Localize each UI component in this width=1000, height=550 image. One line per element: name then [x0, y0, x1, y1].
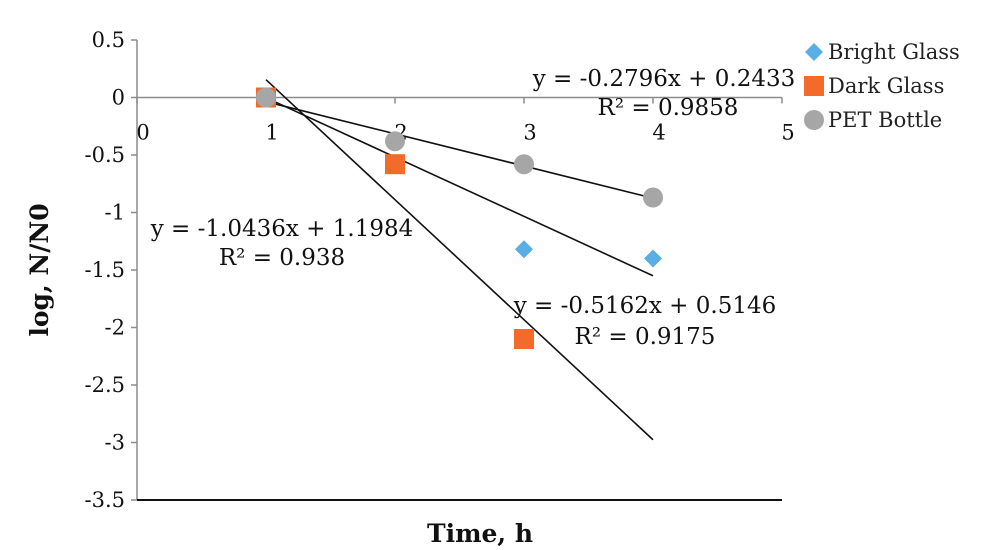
legend-item-bright-glass: Bright Glass — [805, 40, 960, 64]
y-tick-label: -1 — [105, 201, 125, 225]
x-axis-title: Time, h — [427, 519, 533, 548]
trendline-pet-bottle — [265, 100, 654, 199]
point-pet-bottle — [514, 154, 534, 175]
x-tick-label: 0 — [136, 121, 149, 145]
equation-dark-glass: y = -1.0436x + 1.1984 R² = 0.938 — [150, 216, 413, 271]
legend-label: Bright Glass — [828, 40, 960, 64]
legend: Bright Glass Dark Glass PET Bottle — [804, 40, 960, 132]
equation-pet-bottle: y = -0.2796x + 0.2433 R² = 0.9858 — [532, 66, 795, 121]
y-tick-label: -3.5 — [85, 488, 126, 512]
r2-text: R² = 0.938 — [219, 245, 345, 271]
equation-text: y = -1.0436x + 1.1984 — [150, 216, 413, 242]
point-bright-glass — [644, 249, 662, 268]
y-tick-label: -2.5 — [85, 373, 126, 397]
y-axis-title: log, N/N0 — [25, 203, 54, 336]
y-tick-labels: 0.5 0 -0.5 -1 -1.5 -2 -2.5 -3 -3.5 — [85, 28, 126, 512]
x-tick-label: 5 — [781, 121, 794, 145]
y-tick-label: -2 — [105, 316, 125, 340]
legend-marker-dark-glass — [804, 76, 824, 96]
y-tick-label: 0.5 — [92, 28, 125, 52]
point-dark-glass — [514, 329, 534, 349]
y-tick-label: -1.5 — [85, 258, 126, 282]
y-tick-label: 0 — [112, 86, 125, 110]
legend-item-dark-glass: Dark Glass — [804, 74, 944, 98]
r2-text: R² = 0.9858 — [598, 95, 739, 121]
x-tick-label: 1 — [265, 121, 278, 145]
x-tick-label: 4 — [652, 121, 665, 145]
data-points — [256, 87, 663, 349]
equation-text: y = -0.2796x + 0.2433 — [532, 66, 795, 92]
y-tick-label: -3 — [105, 431, 125, 455]
x-tick-label: 3 — [523, 121, 536, 145]
point-dark-glass — [385, 154, 405, 175]
trendlines — [265, 79, 654, 441]
point-pet-bottle — [385, 131, 405, 152]
trendline-bright-glass — [265, 96, 654, 277]
legend-marker-bright-glass — [805, 43, 823, 61]
point-pet-bottle — [256, 87, 276, 108]
point-bright-glass — [515, 240, 533, 259]
trendline-dark-glass — [265, 79, 654, 441]
r2-text: R² = 0.9175 — [575, 324, 716, 350]
legend-label: PET Bottle — [828, 108, 942, 132]
legend-label: Dark Glass — [828, 74, 944, 98]
y-tick-label: -0.5 — [85, 143, 126, 167]
equation-bright-glass: y = -0.5162x + 0.5146 R² = 0.9175 — [513, 293, 776, 350]
legend-marker-pet-bottle — [804, 110, 824, 130]
legend-item-pet-bottle: PET Bottle — [804, 108, 942, 132]
point-pet-bottle — [643, 187, 663, 208]
axes — [131, 39, 783, 501]
equation-text: y = -0.5162x + 0.5146 — [513, 293, 776, 319]
